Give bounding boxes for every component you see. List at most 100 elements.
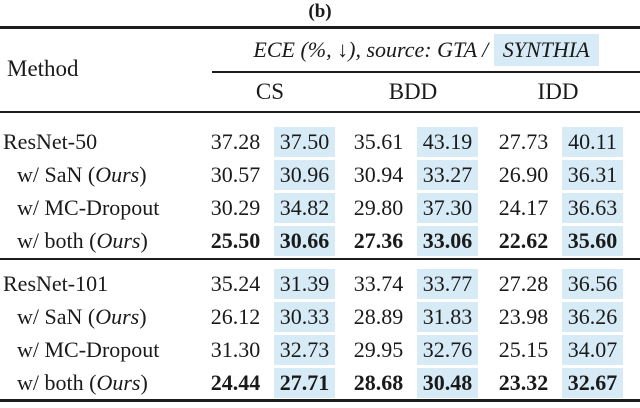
metric-header-row: ECE (%, ↓), source: GTA / SYNTHIA <box>0 29 640 73</box>
synthia-value: 37.50 <box>274 126 335 157</box>
value-pair-idd: 23.98 36.26 <box>493 300 623 333</box>
table-row: w/ MC-Dropout 30.29 34.82 29.80 37.30 24.17 36… <box>0 191 640 224</box>
value-pair-cs: 30.57 30.96 <box>205 158 335 191</box>
table-row: ResNet-101 35.24 31.39 33.74 33.77 27.28 36.56 <box>0 267 640 300</box>
value-pair-cs: 26.12 30.33 <box>205 300 335 333</box>
gta-value: 33.74 <box>353 270 404 296</box>
gta-value: 23.32 <box>498 369 549 395</box>
method-ours-label: Ours <box>95 161 140 187</box>
gta-value: 24.17 <box>498 194 549 220</box>
synthia-value: 30.33 <box>274 301 335 332</box>
table-row: w/ SaN (Ours) 26.12 30.33 28.89 31.83 23.98 36… <box>0 300 640 333</box>
value-pair-cs: 30.29 34.82 <box>205 191 335 224</box>
method-ours-label: Ours <box>96 369 141 395</box>
synthia-value: 36.56 <box>562 268 623 299</box>
gta-value: 28.89 <box>353 303 404 329</box>
gta-value: 25.15 <box>498 336 549 362</box>
gta-value: 31.30 <box>210 336 261 362</box>
value-pair-bdd: 28.68 30.48 <box>348 366 478 399</box>
gta-value: 26.12 <box>210 303 261 329</box>
table-row: w/ SaN (Ours) 30.57 30.96 30.94 33.27 26.90 36… <box>0 158 640 191</box>
value-pair-bdd: 35.61 43.19 <box>348 125 478 158</box>
table-row: w/ both (Ours) 24.44 27.71 28.68 30.48 23.32 3… <box>0 366 640 399</box>
gta-value: 30.94 <box>353 161 404 187</box>
synthia-value: 31.39 <box>274 268 335 299</box>
method-label: w/ both ( <box>17 227 97 253</box>
method-label: w/ SaN ( <box>17 161 96 187</box>
value-pair-idd: 24.17 36.63 <box>493 191 623 224</box>
method-label: ResNet-101 <box>3 270 109 296</box>
synthia-value: 37.30 <box>417 192 478 223</box>
value-pair-idd: 27.28 36.56 <box>493 267 623 300</box>
gta-value: 22.62 <box>498 227 549 253</box>
value-pair-cs: 25.50 30.66 <box>205 224 335 257</box>
gta-value: 30.29 <box>210 194 261 220</box>
subcolumn-idd: IDD <box>537 79 579 104</box>
synthia-value: 36.31 <box>562 159 623 190</box>
table-row: w/ both (Ours) 25.50 30.66 27.36 33.06 22.62 3… <box>0 224 640 257</box>
method-label: w/ SaN ( <box>17 303 96 329</box>
method-label: ) <box>139 303 147 329</box>
method-cell: w/ SaN (Ours) <box>0 300 202 333</box>
method-label: ) <box>140 227 148 253</box>
method-ours-label: Ours <box>96 227 141 253</box>
gta-value: 27.36 <box>353 227 404 253</box>
bottom-rule <box>0 399 640 402</box>
value-pair-bdd: 33.74 33.77 <box>348 267 478 300</box>
synthia-value: 32.67 <box>562 367 623 398</box>
method-cell: w/ SaN (Ours) <box>0 158 202 191</box>
synthia-value: 40.11 <box>562 126 623 157</box>
synthia-value: 27.71 <box>274 367 335 398</box>
subcolumn-cs: CS <box>255 79 285 104</box>
value-pair-idd: 26.90 36.31 <box>493 158 623 191</box>
value-pair-cs: 31.30 32.73 <box>205 333 335 366</box>
synthia-value: 30.96 <box>274 159 335 190</box>
gta-value: 29.95 <box>353 336 404 362</box>
gta-value: 30.57 <box>210 161 261 187</box>
method-cell: w/ both (Ours) <box>0 224 202 257</box>
synthia-value: 32.73 <box>274 334 335 365</box>
top-rule <box>0 26 640 29</box>
gta-value: 27.28 <box>498 270 549 296</box>
synthia-value: 33.06 <box>417 225 478 256</box>
synthia-value: 33.77 <box>417 268 478 299</box>
block-separator-rule <box>0 258 640 260</box>
gta-value: 28.68 <box>353 369 404 395</box>
method-label: ) <box>140 369 148 395</box>
gta-value: 37.28 <box>210 128 261 154</box>
synthia-value: 36.26 <box>562 301 623 332</box>
table-row: ResNet-50 37.28 37.50 35.61 43.19 27.73 40.11 <box>0 125 640 158</box>
synthia-value: 32.76 <box>417 334 478 365</box>
gta-value: 24.44 <box>210 369 261 395</box>
synthia-value: 35.60 <box>562 225 623 256</box>
gta-value: 27.73 <box>498 128 549 154</box>
method-cell: w/ MC-Dropout <box>0 191 202 224</box>
table-row: w/ MC-Dropout 31.30 32.73 29.95 32.76 25.15 34… <box>0 333 640 366</box>
gta-value: 26.90 <box>498 161 549 187</box>
synthia-value: 36.63 <box>562 192 623 223</box>
method-label: w/ MC-Dropout <box>17 194 160 220</box>
method-cell: ResNet-50 <box>0 125 202 158</box>
value-pair-idd: 27.73 40.11 <box>493 125 623 158</box>
synthia-value: 30.48 <box>417 367 478 398</box>
value-pair-bdd: 27.36 33.06 <box>348 224 478 257</box>
method-cell: w/ MC-Dropout <box>0 333 202 366</box>
value-pair-idd: 23.32 32.67 <box>493 366 623 399</box>
metric-header: ECE (%, ↓), source: GTA / SYNTHIA <box>212 29 640 73</box>
resnet101-block: ResNet-101 35.24 31.39 33.74 33.77 27.28 36.56… <box>0 260 640 399</box>
method-column-header: Method <box>7 56 79 81</box>
value-pair-cs: 37.28 37.50 <box>205 125 335 158</box>
value-pair-cs: 24.44 27.71 <box>205 366 335 399</box>
value-pair-idd: 22.62 35.60 <box>493 224 623 257</box>
metric-label: ECE (%, ↓), source: GTA / <box>253 37 494 62</box>
value-pair-bdd: 30.94 33.27 <box>348 158 478 191</box>
synthia-value: 43.19 <box>417 126 478 157</box>
subcolumn-bdd: BDD <box>388 79 438 104</box>
header-body-rule <box>0 111 640 113</box>
gta-value: 23.98 <box>498 303 549 329</box>
method-label: w/ both ( <box>17 369 97 395</box>
resnet50-block: ResNet-50 37.28 37.50 35.61 43.19 27.73 40.11 w… <box>0 113 640 258</box>
value-pair-idd: 25.15 34.07 <box>493 333 623 366</box>
synthia-value: 34.07 <box>562 334 623 365</box>
method-label: w/ MC-Dropout <box>17 336 160 362</box>
